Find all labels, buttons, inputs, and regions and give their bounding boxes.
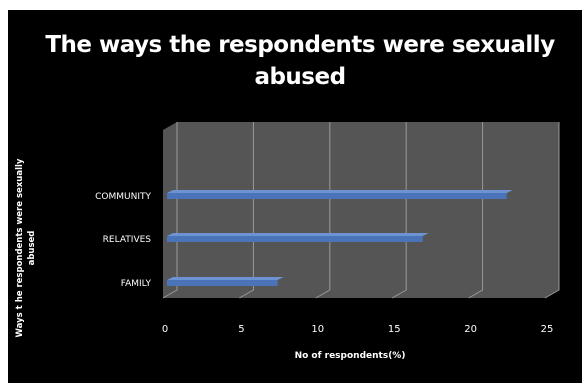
x-tick-label-10: 10 [311,324,324,335]
bar-community [167,193,507,199]
gridline-10 [315,122,331,299]
y-axis-label-line-1: Ways t he respondents were sexually [15,158,25,337]
gridline-15 [391,122,407,299]
gridline-25 [544,122,560,299]
gridlines [162,122,560,299]
bars [167,190,513,286]
x-tick-label-25: 25 [541,324,554,335]
bar-top-family [167,277,284,280]
x-tick-label-20: 20 [464,324,477,335]
gridline-5 [239,122,254,299]
category-label-community: COMMUNITY [95,192,151,202]
x-tick-labels: 0 5 10 15 20 25 [162,324,554,335]
gridline-20 [468,122,484,299]
category-labels: COMMUNITY RELATIVES FAMILY [95,192,151,289]
x-axis-label: No of respondents(%) [295,351,406,361]
x-tick-label-0: 0 [162,324,168,335]
bar-top-relatives [167,233,429,236]
y-axis-label: Ways t he respondents were sexually abus… [15,158,37,337]
bar-family [167,280,278,286]
chart-title-line-1: The ways the respondents were sexually [45,32,555,58]
x-tick-label-5: 5 [238,324,244,335]
category-label-family: FAMILY [121,279,152,289]
y-axis-label-line-2: abused [27,231,37,266]
bar-top-community [167,190,513,193]
gridline-0 [162,122,178,299]
category-label-relatives: RELATIVES [103,235,152,245]
bar-relatives [167,236,423,242]
plot-area [163,122,559,298]
x-tick-label-15: 15 [388,324,401,335]
chart-title-line-2: abused [254,64,346,90]
